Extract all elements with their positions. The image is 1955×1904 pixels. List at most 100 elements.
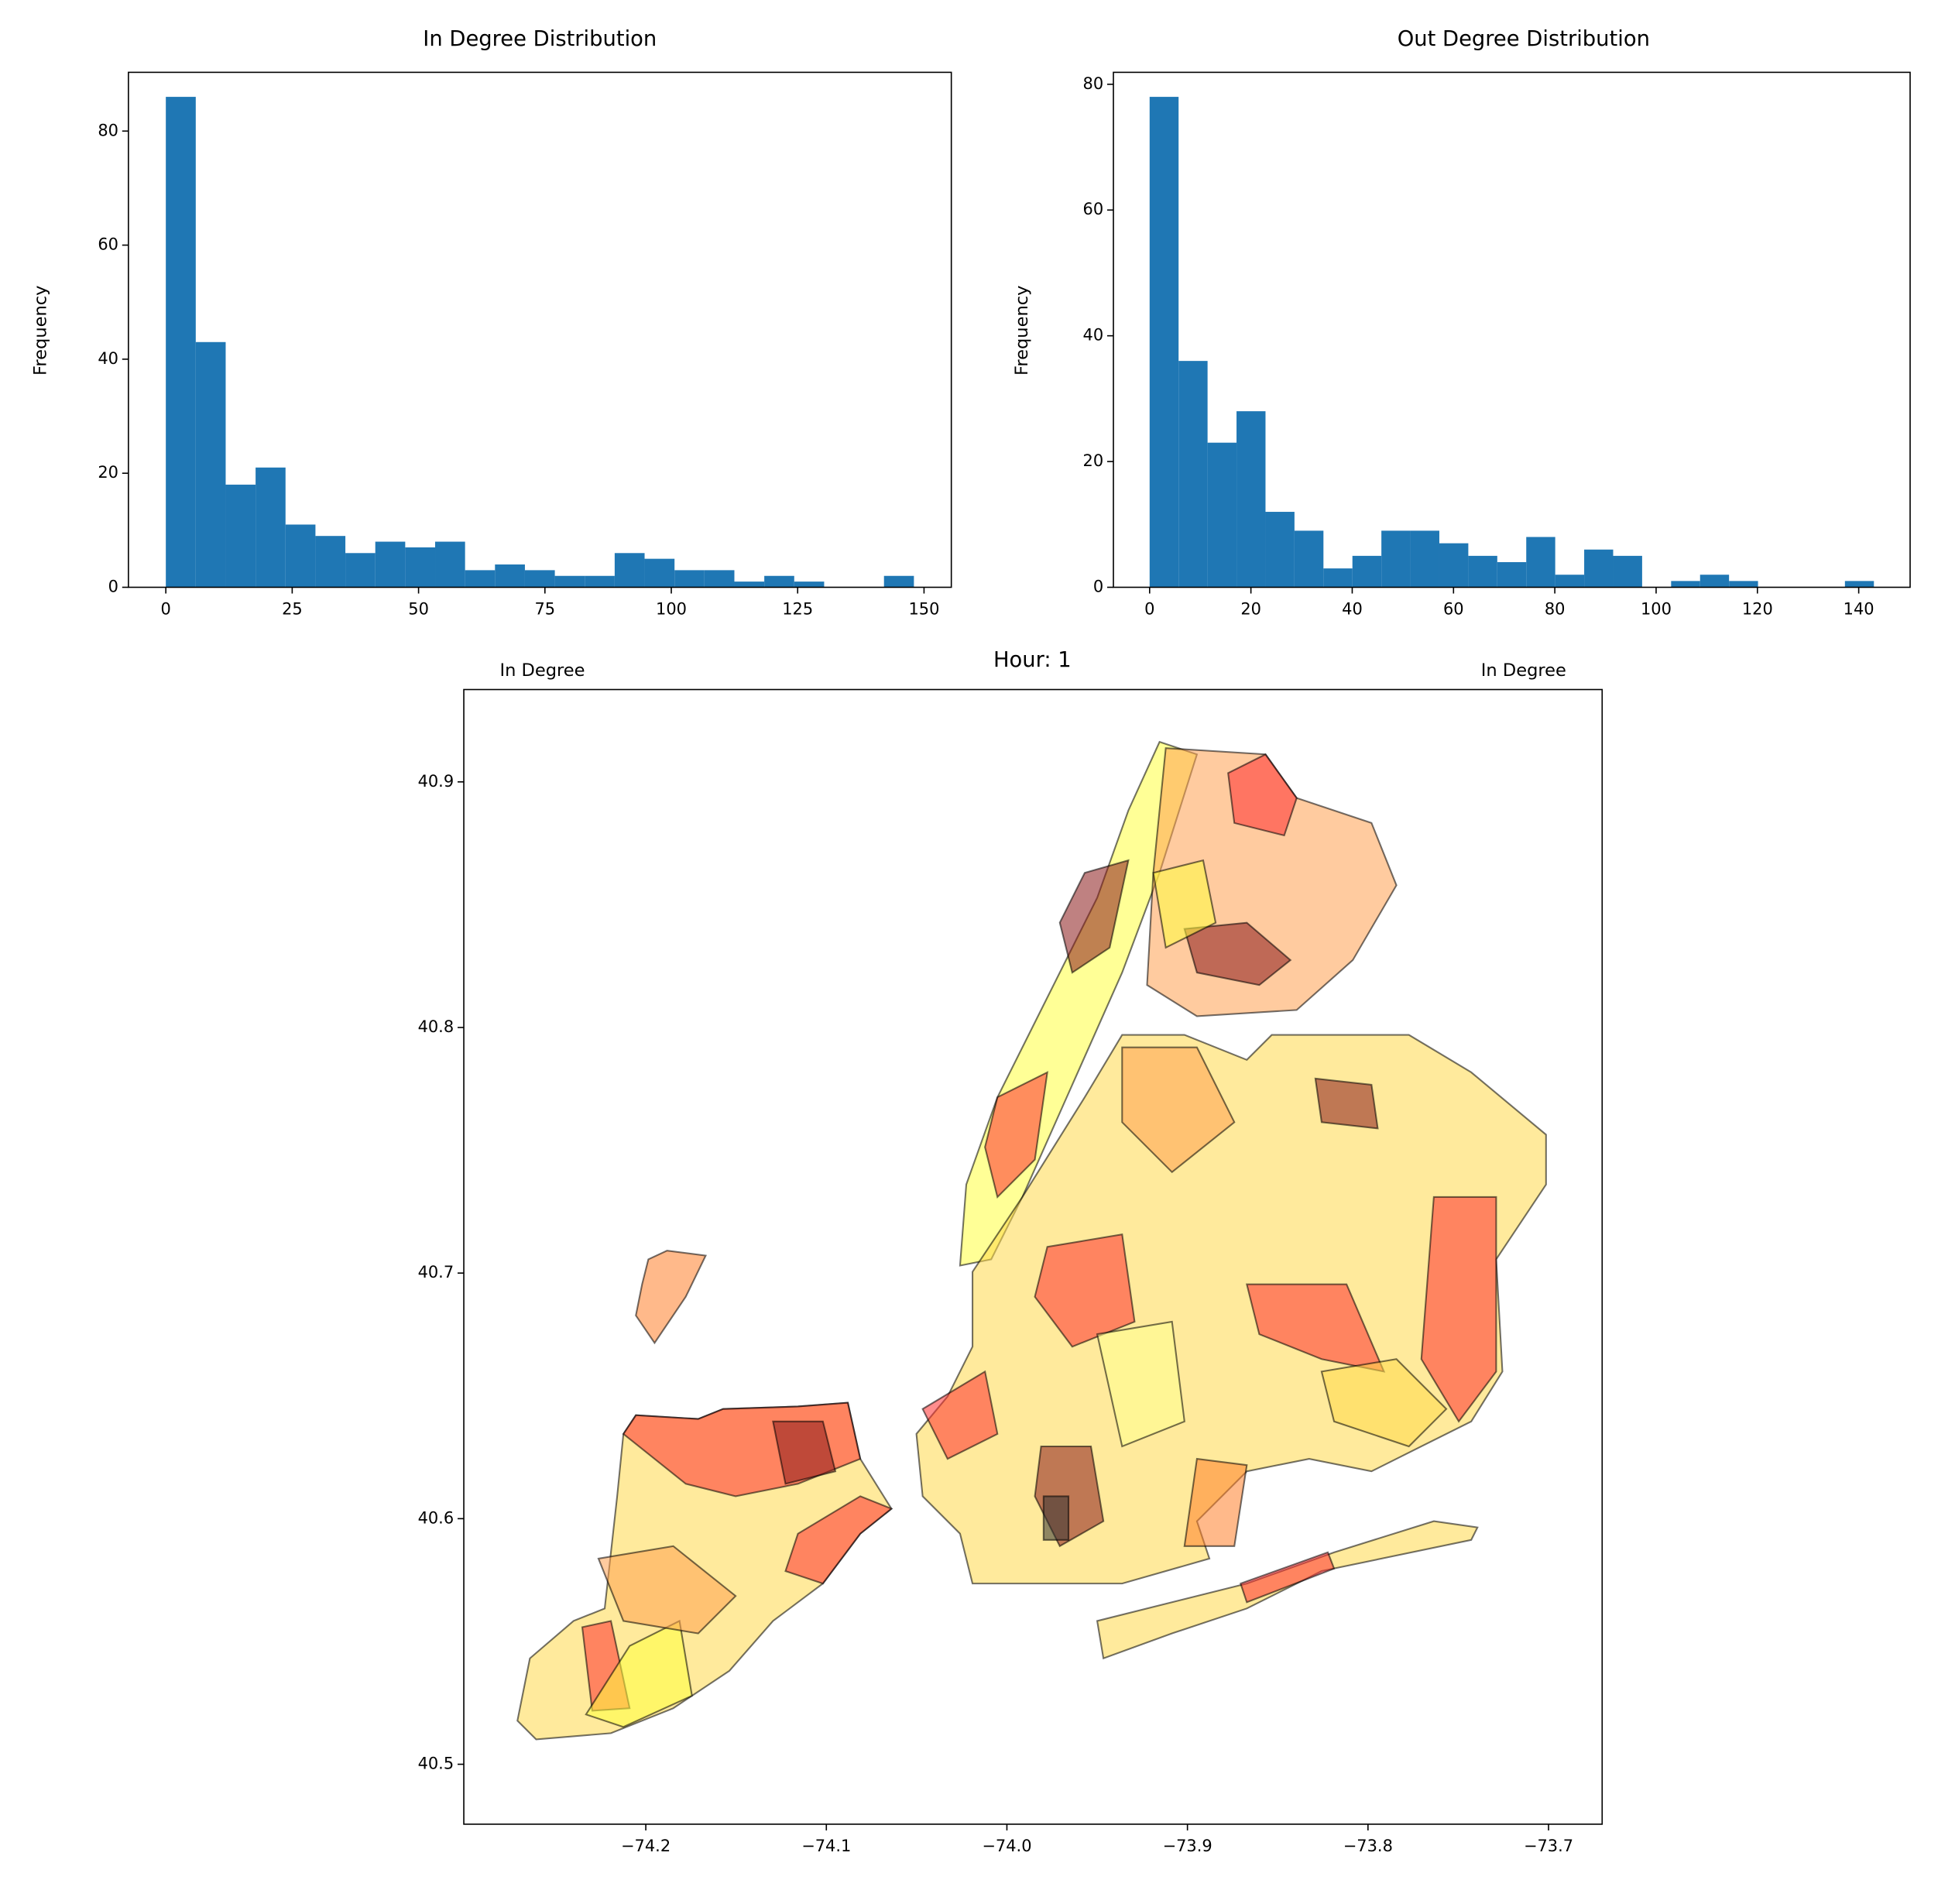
bar xyxy=(1178,361,1208,588)
y-axis-label: Frequency xyxy=(31,286,51,376)
zone xyxy=(1420,1196,1497,1423)
zone xyxy=(784,1495,893,1585)
x-tick-label: 75 xyxy=(534,599,555,618)
bar xyxy=(644,558,675,588)
zone xyxy=(1152,859,1217,949)
chart-title: Out Degree Distribution xyxy=(1398,27,1650,51)
y-tick-label: 0 xyxy=(108,577,118,595)
bar xyxy=(495,564,525,588)
bar xyxy=(1439,543,1469,588)
x-tick-label: 0 xyxy=(1144,599,1154,618)
bar xyxy=(465,570,496,588)
bar xyxy=(345,553,376,588)
x-tick-label: 0 xyxy=(161,599,171,618)
zone xyxy=(1058,859,1130,974)
zone xyxy=(1239,1551,1336,1604)
x-tick-label: 120 xyxy=(1742,599,1773,618)
y-tick-label: 40 xyxy=(1083,326,1104,345)
bar xyxy=(1149,97,1179,588)
bar xyxy=(764,575,794,588)
x-tick-label: −74.2 xyxy=(621,1837,671,1855)
y-tick-label: 40.5 xyxy=(418,1755,454,1773)
bar xyxy=(1555,575,1585,588)
bar xyxy=(734,581,765,588)
bar xyxy=(1265,512,1295,588)
bar xyxy=(375,541,406,588)
x-tick-label: 50 xyxy=(408,599,429,618)
bar xyxy=(1671,581,1700,588)
bar xyxy=(674,570,705,588)
bar xyxy=(1468,555,1497,588)
y-tick-label: 40.8 xyxy=(418,1017,454,1036)
bar xyxy=(195,341,226,588)
y-tick-label: 80 xyxy=(1083,74,1104,93)
x-tick-label: −73.9 xyxy=(1163,1837,1212,1855)
axes-frame xyxy=(1113,71,1911,588)
chart-title: Hour: 1 xyxy=(993,648,1072,672)
bar xyxy=(225,484,256,588)
zone xyxy=(1183,921,1292,986)
axes-frame xyxy=(128,71,952,588)
bar xyxy=(1381,530,1411,588)
bar xyxy=(1584,549,1614,588)
bar xyxy=(1497,561,1527,588)
x-tick-label: 140 xyxy=(1844,599,1874,618)
zone xyxy=(921,1370,999,1460)
bar xyxy=(1844,581,1874,588)
zone xyxy=(1096,1320,1185,1448)
bar xyxy=(794,581,825,588)
zone xyxy=(1320,1358,1448,1448)
zone xyxy=(984,1071,1048,1199)
bar xyxy=(435,541,465,588)
bar xyxy=(1236,411,1266,588)
y-tick-label: 20 xyxy=(98,463,118,482)
zone xyxy=(1227,753,1298,837)
zone xyxy=(1183,1457,1248,1547)
bar xyxy=(405,547,436,588)
axes-frame xyxy=(463,688,1603,1825)
y-tick-label: 40.9 xyxy=(418,772,454,791)
y-axis-label: Frequency xyxy=(1012,286,1032,376)
bar xyxy=(166,97,196,588)
bar xyxy=(285,524,316,588)
bar xyxy=(554,575,585,588)
bar xyxy=(585,575,615,588)
y-tick-label: 80 xyxy=(98,121,118,139)
x-tick-label: 125 xyxy=(782,599,813,618)
bar xyxy=(256,467,286,588)
bar xyxy=(1613,555,1642,588)
bar xyxy=(614,553,645,588)
y-tick-label: 40 xyxy=(98,349,118,368)
x-tick-label: 100 xyxy=(656,599,687,618)
x-tick-label: 60 xyxy=(1443,599,1464,618)
x-tick-label: 25 xyxy=(282,599,303,618)
y-tick-label: 20 xyxy=(1083,451,1104,470)
bar xyxy=(1207,442,1237,588)
y-tick-label: 40.7 xyxy=(418,1263,454,1281)
zone xyxy=(1314,1077,1379,1130)
zone xyxy=(635,1250,708,1345)
bar xyxy=(883,575,914,588)
bar xyxy=(1352,555,1382,588)
x-tick-label: 80 xyxy=(1545,599,1566,618)
chart-title: In Degree Distribution xyxy=(423,27,657,51)
x-tick-label: −73.7 xyxy=(1524,1837,1573,1855)
y-tick-label: 60 xyxy=(1083,200,1104,218)
x-tick-label: 100 xyxy=(1641,599,1672,618)
bar xyxy=(1729,581,1758,588)
x-tick-label: 20 xyxy=(1240,599,1261,618)
x-tick-label: −73.8 xyxy=(1343,1837,1393,1855)
bar xyxy=(1410,530,1439,588)
y-tick-label: 60 xyxy=(98,235,118,254)
y-tick-label: 0 xyxy=(1093,577,1103,595)
zone xyxy=(1245,1283,1386,1373)
x-tick-label: −74.1 xyxy=(801,1837,851,1855)
zone xyxy=(1042,1495,1070,1541)
zone xyxy=(1121,1046,1236,1174)
bar xyxy=(1323,568,1353,588)
zone xyxy=(597,1545,737,1635)
zone xyxy=(772,1420,837,1485)
bar xyxy=(1294,530,1324,588)
bar xyxy=(1526,537,1555,588)
